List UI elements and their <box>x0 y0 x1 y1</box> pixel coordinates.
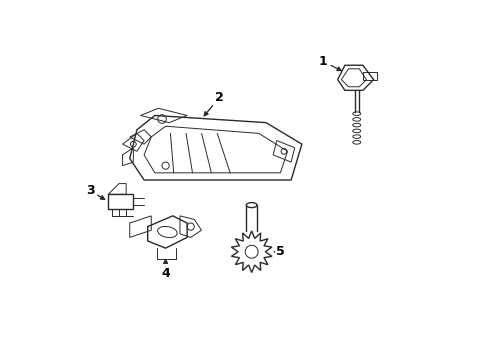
Text: 4: 4 <box>161 260 170 280</box>
Text: 5: 5 <box>274 245 284 258</box>
Text: 2: 2 <box>203 91 224 116</box>
Text: 1: 1 <box>318 55 341 71</box>
Text: 3: 3 <box>86 184 104 199</box>
